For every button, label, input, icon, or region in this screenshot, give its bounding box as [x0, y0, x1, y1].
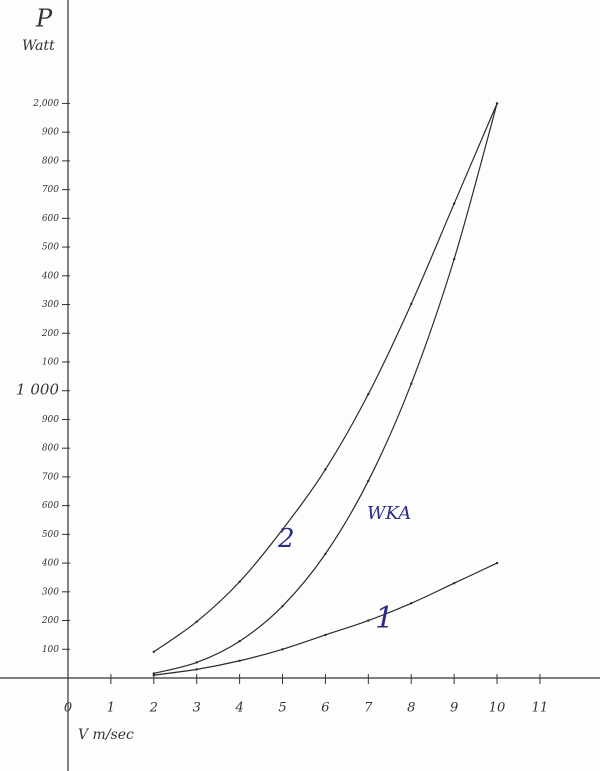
y-tick-label: 1 000 — [16, 381, 59, 399]
point — [410, 302, 413, 306]
y-tick-label: 500 — [42, 530, 59, 540]
y-tick-label: 200 — [41, 616, 59, 626]
y-tick-label: 600 — [42, 501, 59, 511]
point — [367, 479, 370, 483]
x-tick-label: 6 — [321, 701, 329, 716]
y-axis-label: P — [35, 5, 53, 33]
x-tick-label: 8 — [407, 701, 415, 716]
point — [238, 659, 241, 662]
curve-label: 2 — [277, 524, 295, 554]
y-tick-label: 2,000 — [32, 99, 59, 109]
point — [195, 620, 198, 623]
point — [367, 392, 370, 396]
curve-label: WKA — [367, 503, 411, 524]
x-axis-label: V m/sec — [78, 727, 134, 743]
x-tick-label: 0 — [64, 701, 72, 716]
point — [495, 102, 499, 105]
y-tick-label: 800 — [42, 156, 59, 166]
point — [195, 661, 198, 664]
x-tick-label: 1 — [107, 701, 115, 716]
point — [195, 668, 198, 671]
x-tick-label: 4 — [234, 701, 243, 716]
point — [410, 602, 413, 605]
y-tick-label: 900 — [42, 415, 59, 425]
y-axis-unit: Watt — [22, 38, 55, 54]
point — [281, 648, 284, 651]
y-tick-label: 300 — [42, 300, 59, 310]
y-tick-label: 800 — [42, 444, 59, 454]
x-tick-label: 3 — [193, 701, 201, 716]
curve-label: 1 — [375, 601, 394, 636]
point — [324, 468, 327, 471]
point — [281, 604, 284, 608]
y-tick-label: 300 — [42, 587, 59, 597]
y-tick-label: 900 — [42, 128, 59, 138]
point — [281, 528, 284, 531]
curve — [153, 103, 498, 653]
point — [324, 552, 327, 556]
y-tick-label: 100 — [42, 357, 59, 367]
y-tick-label: 500 — [42, 243, 59, 253]
point — [152, 672, 156, 675]
y-tick-label: 400 — [41, 271, 59, 281]
x-tick-label: 5 — [278, 701, 286, 716]
point — [238, 580, 241, 583]
x-tick-label: 2 — [149, 701, 158, 716]
x-tick-label: 7 — [364, 701, 373, 716]
y-tick-label: 100 — [42, 645, 59, 655]
y-tick-label: 600 — [42, 214, 59, 224]
point — [367, 619, 370, 622]
y-tick-label: 700 — [42, 185, 59, 195]
point — [452, 257, 456, 261]
point — [238, 640, 241, 643]
point — [152, 650, 156, 654]
point — [152, 673, 156, 677]
point — [452, 202, 456, 205]
x-tick-label: 9 — [450, 701, 458, 716]
point — [452, 581, 456, 585]
y-tick-label: 400 — [41, 559, 59, 569]
point — [324, 633, 327, 637]
x-tick-label: 11 — [532, 701, 549, 716]
x-tick-label: 10 — [489, 701, 506, 716]
y-tick-label: 200 — [41, 329, 59, 339]
point — [495, 561, 499, 565]
point — [410, 382, 413, 386]
y-tick-label: 700 — [42, 472, 59, 482]
